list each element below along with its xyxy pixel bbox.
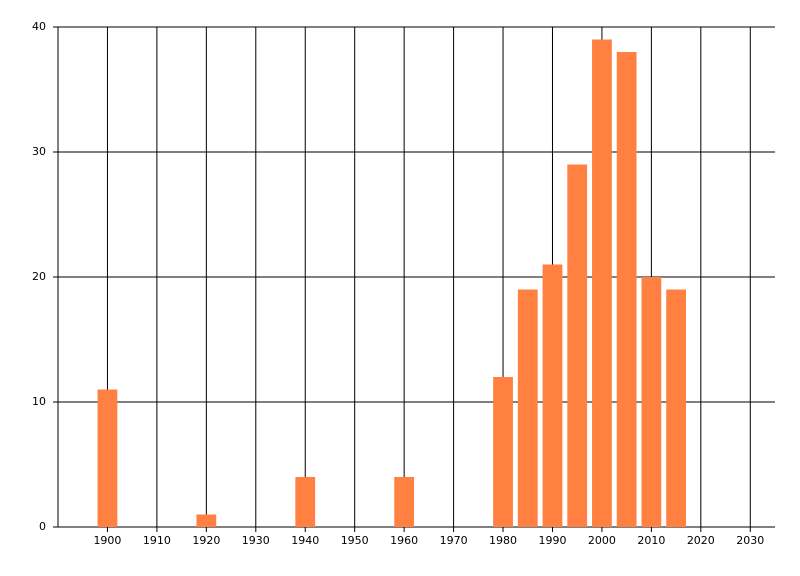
x-tick-label: 2000 bbox=[588, 534, 616, 547]
y-tick-label: 0 bbox=[39, 520, 46, 533]
bar bbox=[295, 477, 316, 527]
x-tick-label: 1900 bbox=[93, 534, 121, 547]
bar bbox=[592, 39, 612, 527]
y-tick-label: 30 bbox=[32, 145, 46, 158]
x-tick-label: 1970 bbox=[440, 534, 468, 547]
x-tick-label: 2020 bbox=[687, 534, 715, 547]
bar bbox=[666, 289, 686, 527]
x-tick-label: 1940 bbox=[291, 534, 319, 547]
bar bbox=[616, 52, 637, 527]
x-tick-label: 1980 bbox=[489, 534, 517, 547]
bar bbox=[567, 164, 588, 527]
x-tick-label: 2010 bbox=[637, 534, 665, 547]
y-tick-label: 10 bbox=[32, 395, 46, 408]
x-tick-label: 1960 bbox=[390, 534, 418, 547]
x-tick-label: 1990 bbox=[538, 534, 566, 547]
bar bbox=[196, 514, 217, 527]
bar bbox=[641, 277, 662, 527]
bar bbox=[542, 264, 563, 527]
y-tick-label: 20 bbox=[32, 270, 46, 283]
x-tick-label: 1920 bbox=[192, 534, 220, 547]
bar bbox=[517, 289, 538, 527]
x-tick-label: 1950 bbox=[341, 534, 369, 547]
x-tick-label: 2030 bbox=[736, 534, 764, 547]
x-tick-label: 1910 bbox=[143, 534, 171, 547]
bar bbox=[493, 377, 513, 527]
y-tick-label: 40 bbox=[32, 20, 46, 33]
x-tick-label: 1930 bbox=[242, 534, 270, 547]
bar bbox=[97, 389, 118, 527]
bar bbox=[394, 477, 415, 527]
